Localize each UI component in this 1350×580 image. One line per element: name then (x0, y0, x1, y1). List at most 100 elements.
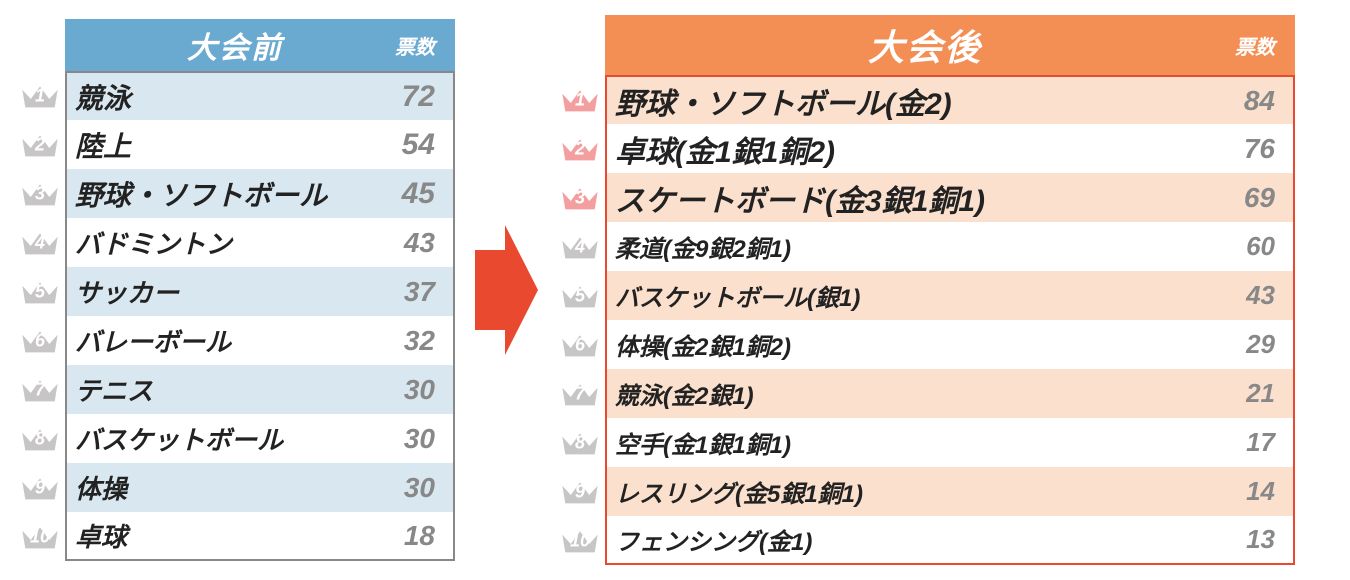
sport-name: 卓球 (67, 517, 383, 554)
ranking-row: 3 スケートボード(金3銀1銅1) 69 (555, 173, 1295, 222)
rank-number: 10 (570, 531, 590, 552)
crown-icon: 5 (559, 280, 601, 312)
rank-number: 5 (35, 282, 45, 303)
sport-name: バレーボール (67, 322, 383, 359)
crown-icon: 1 (19, 80, 61, 112)
rank-crown: 10 (555, 525, 605, 557)
table-body-right: 1 野球・ソフトボール(金2) 84 2 卓球(金1銀1銅2) 76 3 (555, 75, 1295, 565)
rank-number: 2 (575, 139, 585, 160)
vote-count: 43 (383, 227, 453, 259)
header-row-right: 大会後 票数 (555, 15, 1295, 75)
rank-number: 7 (575, 384, 585, 405)
ranking-row: 5 バスケットボール(銀1) 43 (555, 271, 1295, 320)
ranking-row: 2 陸上 54 (15, 120, 455, 169)
ranking-row: 9 体操 30 (15, 463, 455, 512)
rank-crown: 8 (15, 423, 65, 455)
header-title-left: 大会前 (75, 23, 395, 67)
vote-count: 37 (383, 276, 453, 308)
ranking-row: 8 空手(金1銀1銅1) 17 (555, 418, 1295, 467)
sport-name: 野球・ソフトボール(金2) (607, 79, 1223, 123)
sport-name: 体操(金2銀1銅2) (607, 327, 1223, 362)
crown-icon: 9 (559, 476, 601, 508)
table-body-left: 1 競泳 72 2 陸上 54 3 野球・ソフトボ (15, 71, 455, 561)
crown-icon: 4 (19, 227, 61, 259)
crown-icon: 3 (559, 182, 601, 214)
rank-crown: 9 (15, 472, 65, 504)
header-row-left: 大会前 票数 (15, 19, 455, 71)
rank-crown: 7 (15, 374, 65, 406)
ranking-row: 4 バドミントン 43 (15, 218, 455, 267)
header-votes-right: 票数 (1235, 31, 1275, 60)
rank-crown: 6 (555, 329, 605, 361)
ranking-row: 2 卓球(金1銀1銅2) 76 (555, 124, 1295, 173)
rank-number: 8 (35, 429, 45, 450)
sport-name: テニス (67, 371, 383, 408)
ranking-row: 1 競泳 72 (15, 71, 455, 120)
crown-icon: 1 (559, 84, 601, 116)
sport-name: バスケットボール (67, 420, 383, 457)
panel-before: 大会前 票数 1 競泳 72 2 陸上 54 (15, 19, 455, 561)
rank-crown: 2 (555, 133, 605, 165)
vote-count: 29 (1223, 329, 1293, 360)
vote-count: 30 (383, 374, 453, 406)
crown-icon: 8 (19, 423, 61, 455)
crown-icon: 5 (19, 276, 61, 308)
rank-number: 5 (575, 286, 585, 307)
crown-icon: 4 (559, 231, 601, 263)
ranking-row: 7 競泳(金2銀1) 21 (555, 369, 1295, 418)
crown-icon: 2 (559, 133, 601, 165)
sport-name: スケートボード(金3銀1銅1) (607, 176, 1223, 220)
header-votes-left: 票数 (395, 31, 435, 60)
vote-count: 84 (1223, 85, 1293, 117)
crown-icon: 10 (559, 525, 601, 557)
rank-number: 8 (575, 433, 585, 454)
rank-crown: 4 (15, 227, 65, 259)
header-right: 大会後 票数 (605, 15, 1295, 75)
rank-number: 10 (30, 527, 50, 548)
rank-crown: 7 (555, 378, 605, 410)
ranking-row: 10 フェンシング(金1) 13 (555, 516, 1295, 565)
sport-name: バドミントン (67, 224, 383, 261)
ranking-row: 4 柔道(金9銀2銅1) 60 (555, 222, 1295, 271)
rank-number: 4 (575, 237, 585, 258)
vote-count: 30 (383, 472, 453, 504)
sport-name: 競泳(金2銀1) (607, 376, 1223, 411)
arrow-icon (470, 225, 540, 355)
rank-number: 1 (575, 90, 585, 111)
ranking-row: 10 卓球 18 (15, 512, 455, 561)
rank-number: 3 (575, 188, 585, 209)
ranking-row: 6 バレーボール 32 (15, 316, 455, 365)
vote-count: 45 (383, 177, 453, 211)
crown-icon: 6 (559, 329, 601, 361)
rank-number: 6 (575, 335, 585, 356)
rank-number: 3 (35, 184, 45, 205)
vote-count: 17 (1223, 427, 1293, 458)
sport-name: 野球・ソフトボール (67, 174, 383, 214)
vote-count: 14 (1223, 476, 1293, 507)
vote-count: 76 (1223, 133, 1293, 165)
rank-crown: 6 (15, 325, 65, 357)
vote-count: 13 (1223, 524, 1293, 555)
sport-name: 卓球(金1銀1銅2) (607, 127, 1223, 171)
ranking-row: 6 体操(金2銀1銅2) 29 (555, 320, 1295, 369)
vote-count: 54 (383, 128, 453, 162)
rank-crown: 9 (555, 476, 605, 508)
rank-number: 1 (35, 86, 45, 107)
ranking-row: 8 バスケットボール 30 (15, 414, 455, 463)
crown-icon: 9 (19, 472, 61, 504)
rank-crown: 3 (15, 178, 65, 210)
rank-crown: 5 (15, 276, 65, 308)
rank-number: 2 (35, 135, 45, 156)
crown-icon: 10 (19, 521, 61, 553)
vote-count: 72 (383, 80, 453, 114)
sport-name: 空手(金1銀1銅1) (607, 425, 1223, 460)
header-title-right: 大会後 (615, 19, 1235, 71)
rank-crown: 4 (555, 231, 605, 263)
rank-crown: 8 (555, 427, 605, 459)
ranking-row: 9 レスリング(金5銀1銅1) 14 (555, 467, 1295, 516)
crown-icon: 6 (19, 325, 61, 357)
vote-count: 69 (1223, 182, 1293, 214)
rank-crown: 10 (15, 521, 65, 553)
crown-icon: 7 (19, 374, 61, 406)
crown-icon: 8 (559, 427, 601, 459)
